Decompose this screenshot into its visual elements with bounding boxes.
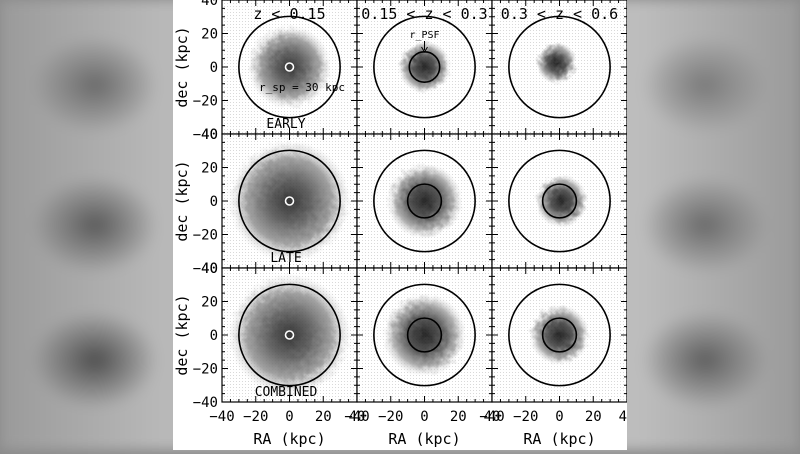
outer-circle [508,149,611,253]
y-tick-label: −20 [193,362,218,378]
x-tick-label: −40 [344,409,369,425]
x-tick-label: 40 [349,409,366,425]
outer-circle [373,15,476,119]
galaxy-emission [397,40,452,94]
y-tick-label: −40 [193,395,218,411]
figure-panel: z < 0.15 EARLY 40 20 0 −20 −40 r_sp = 30 kpc 0.1… [173,0,635,450]
row-label: EARLY [266,117,305,132]
panel-r2-c1: −40 −20 0 20 40 [344,267,501,425]
psf-circle [406,183,443,219]
column-label: 0.3 < z < 0.6 [501,5,618,23]
row-label: COMBINED [255,385,318,400]
x-tick-label: −20 [513,409,538,425]
outer-circle [238,283,341,387]
x-tick-label: 0 [420,409,428,425]
outer-circle [508,283,611,387]
center-marker [284,196,295,206]
panel-r1-c0: LATE 40 20 0 −20 −40 [193,127,358,277]
galaxy-emission [535,42,578,84]
x-axis-label-col-0: RA (kpc) [253,430,325,448]
row-label: LATE [270,251,301,266]
galaxy-emission [382,293,467,377]
psf-arrowhead [421,46,428,53]
x-axis-label-col-1: RA (kpc) [388,430,460,448]
y-tick-label: 40 [201,0,218,9]
rsp-annotation: r_sp = 30 kpc [259,81,345,94]
psf-annotation: r_PSF [409,30,439,41]
axis-labels: dec (kpc) dec (kpc) dec (kpc) RA (kpc) R… [173,26,596,448]
x-tick-label: 20 [585,409,602,425]
y-tick-label: 40 [201,261,218,277]
x-tick-label: −40 [479,409,504,425]
galaxy-emission [247,25,332,109]
y-tick-label: 20 [201,295,218,311]
y-tick-label: 0 [210,328,218,344]
y-tick-label: −20 [193,94,218,110]
y-axis-label-row-2: dec (kpc) [173,294,191,375]
y-tick-label: 40 [201,127,218,143]
panel-r1-c2 [491,133,628,269]
column-label: 0.15 < z < 0.3 [361,5,487,23]
outer-circle [373,149,476,253]
galaxy-emission [228,274,351,396]
outer-circle [238,149,341,253]
panel-r0-c1: 0.15 < z < 0.3 r_PSF [356,0,493,135]
outer-circle [373,283,476,387]
x-tick-label: 0 [555,409,563,425]
galaxy-emission [529,304,590,366]
galaxy-emission [228,140,351,262]
psf-circle [406,317,443,353]
x-tick-label: 20 [450,409,467,425]
panel-r1-c1 [356,133,493,269]
y-tick-label: −40 [193,261,218,277]
y-axis-label-row-1: dec (kpc) [173,160,191,241]
x-tick-label: −40 [209,409,234,425]
y-tick-label: 20 [201,161,218,177]
psf-circle [541,183,578,219]
y-tick-label: 0 [210,60,218,76]
panel-r0-c0: z < 0.15 EARLY 40 20 0 −20 −40 r_sp = 30 kpc [193,0,358,143]
x-axis-label-col-2: RA (kpc) [523,430,595,448]
y-tick-label: 0 [210,194,218,210]
panel-r2-c2: −40 −20 0 20 40 [479,267,635,425]
panel-grid: z < 0.15 EARLY 40 20 0 −20 −40 r_sp = 30 kpc 0.1… [193,0,635,425]
y-axis-label-row-0: dec (kpc) [173,26,191,107]
y-tick-label: 20 [201,27,218,43]
galaxy-emission [386,163,463,239]
x-tick-label: 40 [484,409,501,425]
center-marker [284,330,295,340]
panel-r0-c2: 0.3 < z < 0.6 [491,0,628,135]
x-tick-label: 40 [619,409,627,425]
x-tick-label: −20 [243,409,268,425]
outer-circle [238,15,341,119]
x-tick-label: −20 [378,409,403,425]
psf-circle [541,317,578,353]
figure-svg: z < 0.15 EARLY 40 20 0 −20 −40 r_sp = 30 kpc 0.1… [173,0,635,448]
y-tick-label: −40 [193,127,218,143]
center-marker [284,62,295,72]
x-tick-label: 0 [285,409,293,425]
y-tick-label: −20 [193,228,218,244]
column-label: z < 0.15 [253,5,325,23]
outer-circle [508,15,611,119]
x-tick-label: 20 [315,409,332,425]
